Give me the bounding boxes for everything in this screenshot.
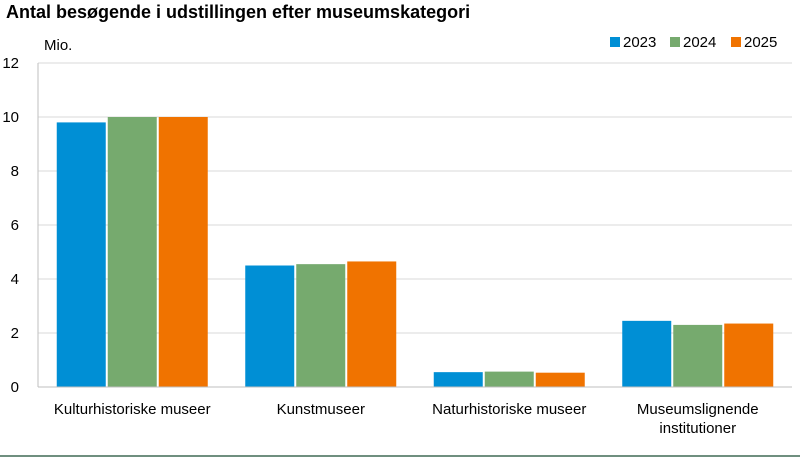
y-tick-label: 0 (11, 379, 19, 396)
y-unit-label: Mio. (44, 37, 72, 54)
y-tick-label: 12 (2, 55, 19, 72)
bar-2024 (673, 324, 723, 387)
bar-2023 (56, 122, 106, 388)
legend-label-2023: 2023 (623, 34, 656, 51)
bar-2025 (535, 372, 585, 387)
x-category-label: Kunstmuseer (277, 401, 365, 418)
y-tick-label: 2 (11, 325, 19, 342)
x-category-label: Kulturhistoriske museer (54, 401, 211, 418)
legend: 2023 2024 2025 (610, 34, 777, 51)
legend-swatch-2024 (670, 37, 680, 47)
x-category-label: Museumslignende (637, 401, 759, 418)
bar-2025 (158, 117, 208, 387)
y-tick-label: 4 (11, 271, 19, 288)
y-tick-label: 6 (11, 217, 19, 234)
legend-label-2025: 2025 (744, 34, 777, 51)
bar-2025 (724, 323, 774, 387)
y-tick-label: 10 (2, 109, 19, 126)
bar-2025 (347, 261, 397, 387)
bar-2023 (433, 372, 483, 387)
x-category-label: Naturhistoriske museer (432, 401, 586, 418)
legend-swatch-2023 (610, 37, 620, 47)
bar-2024 (296, 264, 346, 387)
bar-2024 (484, 371, 534, 387)
chart-title: Antal besøgende i udstillingen efter mus… (6, 2, 471, 22)
x-category-labels: Kulturhistoriske museer Kunstmuseer Naturh… (54, 401, 759, 437)
bar-2024 (107, 117, 157, 387)
bar-2023 (245, 265, 295, 387)
x-category-label: institutioner (659, 420, 736, 437)
bar-2023 (622, 320, 672, 387)
axes (37, 63, 792, 388)
legend-swatch-2025 (731, 37, 741, 47)
y-tick-labels: 0 2 4 6 8 10 12 (2, 55, 19, 396)
bars (56, 117, 774, 388)
y-tick-label: 8 (11, 163, 19, 180)
legend-label-2024: 2024 (683, 34, 716, 51)
